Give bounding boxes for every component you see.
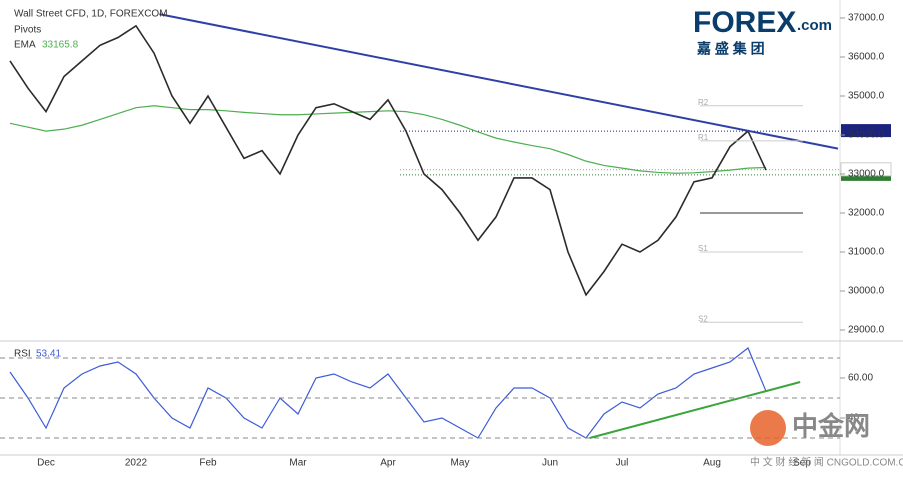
logo-cn: 嘉 盛 集 团 bbox=[696, 41, 765, 57]
series-line bbox=[9, 24, 767, 297]
x-tick-label: Apr bbox=[380, 458, 396, 469]
level-tag bbox=[841, 124, 891, 138]
level-tag bbox=[840, 162, 892, 177]
x-tick-label: Dec bbox=[37, 458, 55, 469]
pivot-label: R1 bbox=[698, 133, 709, 142]
site-logo: 中金网 bbox=[792, 411, 870, 441]
pivot-label: S2 bbox=[698, 314, 708, 323]
x-tick-label: Jun bbox=[542, 458, 558, 469]
x-tick-label: Aug bbox=[703, 458, 721, 469]
series-line bbox=[9, 347, 767, 439]
logo-brand: FOREX bbox=[693, 6, 796, 39]
x-tick-label: May bbox=[451, 458, 470, 469]
y-tick-label: 40 bbox=[848, 413, 860, 424]
pivot-label: S1 bbox=[698, 244, 708, 253]
y-tick-label: 36000.0 bbox=[848, 52, 885, 63]
y-tick-label: 37000.0 bbox=[848, 13, 885, 24]
y-tick-label: 33000.0 bbox=[848, 169, 885, 180]
rsi-title: RSI bbox=[14, 349, 31, 360]
x-tick-label: Mar bbox=[289, 458, 307, 469]
x-tick-label: Feb bbox=[199, 458, 217, 469]
y-tick-label: 32000.0 bbox=[848, 208, 885, 219]
y-tick-label: 29000.0 bbox=[848, 325, 885, 336]
pivot-label: R2 bbox=[698, 98, 709, 107]
y-tick-label: 30000.0 bbox=[848, 286, 885, 297]
y-tick-label: 60.00 bbox=[848, 373, 873, 384]
logo-domain: .com bbox=[797, 17, 832, 34]
y-tick-label: 35000.0 bbox=[848, 91, 885, 102]
x-tick-label: Jul bbox=[616, 458, 629, 469]
x-tick-label: Sep bbox=[793, 458, 811, 469]
trendline bbox=[589, 381, 801, 439]
site-logo-sub: 中 文 财 经 新 闻 CNGOLD.COM.CN bbox=[750, 456, 903, 469]
legend-value: 33165.8 bbox=[42, 40, 79, 51]
x-tick-label: 2022 bbox=[125, 458, 148, 469]
y-tick-label: 31000.0 bbox=[848, 247, 885, 258]
rsi-value: 53.41 bbox=[36, 349, 61, 360]
subtitle: Pivots bbox=[14, 25, 41, 36]
chart-title: Wall Street CFD, 1D, FOREXCOM bbox=[14, 9, 168, 20]
series-line bbox=[9, 105, 767, 174]
site-logo-icon bbox=[750, 410, 786, 446]
trendline bbox=[159, 13, 839, 150]
legend-label: EMA bbox=[14, 40, 36, 51]
y-tick-label: 34000.0 bbox=[848, 130, 885, 141]
